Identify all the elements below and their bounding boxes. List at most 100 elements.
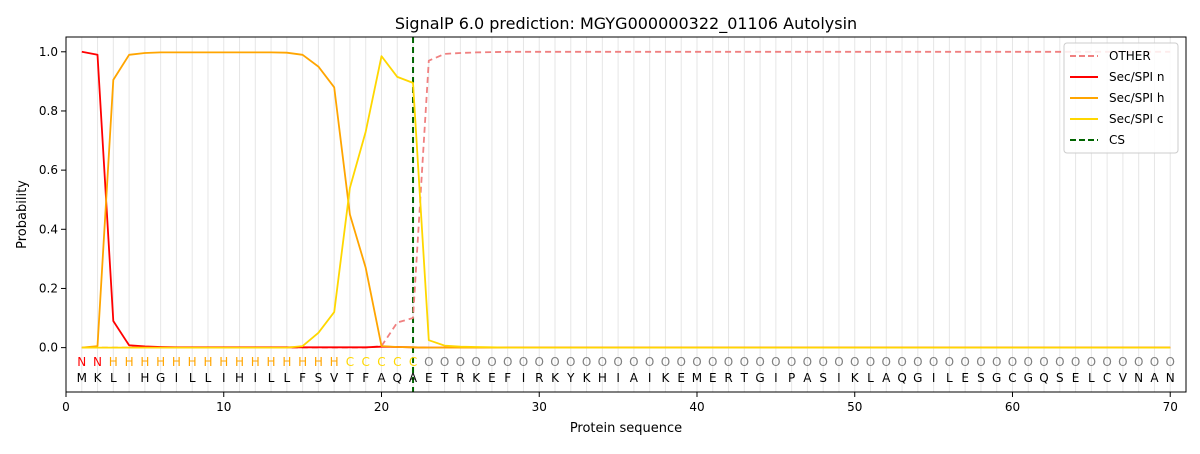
x-tick-label: 0 [62,400,70,414]
residue-label: E [1072,371,1080,385]
residue-label: L [284,371,291,385]
series-line-sec-spi-c [81,55,1171,349]
y-tick-label: 0.4 [39,222,58,236]
region-label: O [566,355,575,369]
residue-label: A [630,371,639,385]
region-label: O [645,355,654,369]
region-label: O [1024,355,1033,369]
region-label: O [1039,355,1048,369]
region-label: H [314,355,323,369]
x-tick-label: 20 [374,400,389,414]
region-label: O [1008,355,1017,369]
region-label: H [140,355,149,369]
region-label: O [629,355,638,369]
residue-label: A [882,371,891,385]
legend-box [1063,42,1179,154]
residue-label: L [946,371,953,385]
region-label: O [550,355,559,369]
region-label: O [456,355,465,369]
residue-label: I [222,371,226,385]
legend-label: Sec/SPI h [1109,91,1164,105]
region-label: O [755,355,764,369]
series-lines [81,50,1171,349]
region-label: O [582,355,591,369]
region-label: H [125,355,134,369]
residue-label: L [110,371,117,385]
legend-label: OTHER [1109,49,1151,63]
region-label: H [235,355,244,369]
residue-label: I [175,371,179,385]
region-label: O [1055,355,1064,369]
region-label: O [882,355,891,369]
residue-label: S [1056,371,1064,385]
region-label: O [471,355,480,369]
region-label: H [267,355,276,369]
residue-label: G [992,371,1001,385]
residue-label: I [932,371,936,385]
y-axis: 0.0 0.2 0.4 0.6 0.8 1.0 [39,45,66,355]
residue-label: V [330,371,339,385]
residue-label: Q [393,371,402,385]
region-label: O [676,355,685,369]
residue-label: C [1008,371,1016,385]
region-label: O [487,355,496,369]
residue-label: I [774,371,778,385]
region-label: O [771,355,780,369]
y-tick-label: 1.0 [39,45,58,59]
region-label: O [519,355,528,369]
residue-label: N [1166,371,1175,385]
residue-label: S [819,371,827,385]
residue-label: Q [1039,371,1048,385]
region-label: O [440,355,449,369]
x-tick-label: 40 [689,400,704,414]
residue-label: T [740,371,749,385]
region-label: H [156,355,165,369]
region-label: O [613,355,622,369]
residue-label: K [94,371,103,385]
region-label: H [219,355,228,369]
residue-label: K [472,371,481,385]
residue-label: Q [897,371,906,385]
region-label: O [1150,355,1159,369]
residue-label: R [456,371,464,385]
region-label: O [1118,355,1127,369]
region-label: O [1102,355,1111,369]
residue-label: M [77,371,87,385]
residue-label: A [409,371,418,385]
residue-label: G [156,371,165,385]
sequence-labels: NMNKHLHIHHHGHIHLHLHIHHHIHLHLHFHSHVCTCFCA… [77,355,1175,385]
residue-label: S [315,371,323,385]
residue-label: N [1134,371,1143,385]
residue-label: G [913,371,922,385]
region-label: O [850,355,859,369]
plot-frame [65,36,1187,393]
x-axis-label: Protein sequence [570,421,682,436]
y-tick-label: 0.2 [39,281,58,295]
region-label: C [393,355,401,369]
chart-title: SignalP 6.0 prediction: MGYG000000322_01… [395,14,857,34]
residue-label: F [299,371,306,385]
residue-label: F [504,371,511,385]
residue-label: K [661,371,670,385]
region-label: O [424,355,433,369]
region-label: O [960,355,969,369]
region-label: O [1165,355,1174,369]
region-label: C [409,355,417,369]
residue-label: A [803,371,812,385]
region-label: O [708,355,717,369]
region-label: H [330,355,339,369]
region-label: O [503,355,512,369]
residue-label: I [127,371,131,385]
y-tick-label: 0.8 [39,104,58,118]
residue-label: Y [566,371,575,385]
region-label: O [976,355,985,369]
residue-label: E [961,371,969,385]
region-label: O [724,355,733,369]
residue-label: T [345,371,354,385]
residue-label: I [254,371,258,385]
region-label: O [945,355,954,369]
region-label: H [282,355,291,369]
region-label: O [1087,355,1096,369]
